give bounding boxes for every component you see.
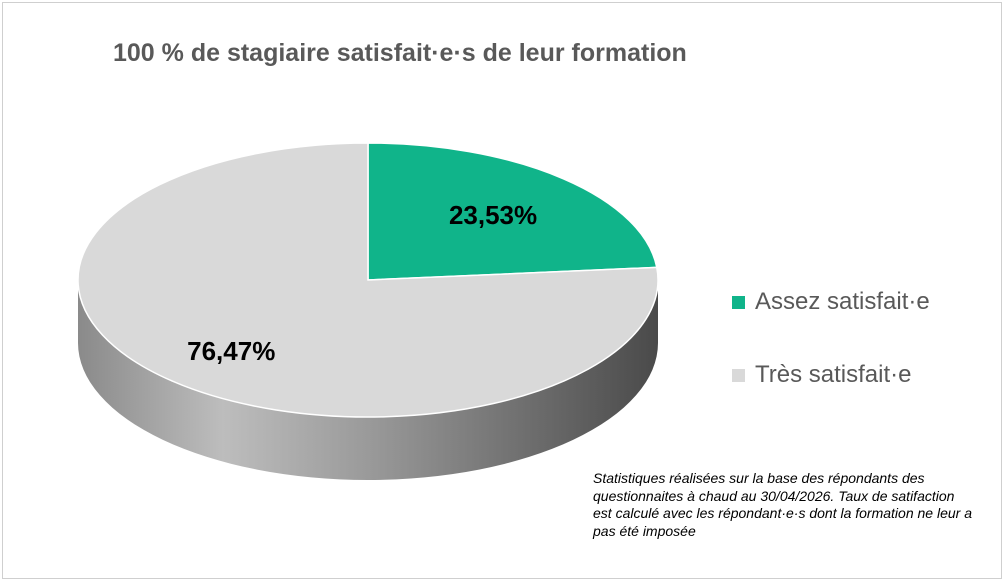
pie-slice-tres-satisfait xyxy=(77,142,659,418)
data-label-assez-satisfait: 23,53% xyxy=(449,200,537,230)
legend-swatch-tres-satisfait xyxy=(732,368,745,382)
pie-side-wall xyxy=(78,280,658,480)
footnote: Statistiques réalisées sur la base des r… xyxy=(593,470,972,539)
chart-title: 100 % de stagiaire satisfait·e·s de leur… xyxy=(113,39,687,67)
legend-swatch-assez-satisfait xyxy=(732,295,745,309)
legend-label-assez-satisfait: Assez satisfait·e xyxy=(755,288,930,315)
legend-label-tres-satisfait: Très satisfait·e xyxy=(755,361,912,388)
pie-slice-assez-satisfait xyxy=(367,142,658,281)
legend-item-tres-satisfait: Très satisfait·e xyxy=(732,355,930,395)
data-label-tres-satisfait: 76,47% xyxy=(187,336,275,366)
legend-item-assez-satisfait: Assez satisfait·e xyxy=(732,282,930,322)
chart-legend: Assez satisfait·e Très satisfait·e xyxy=(732,282,930,428)
